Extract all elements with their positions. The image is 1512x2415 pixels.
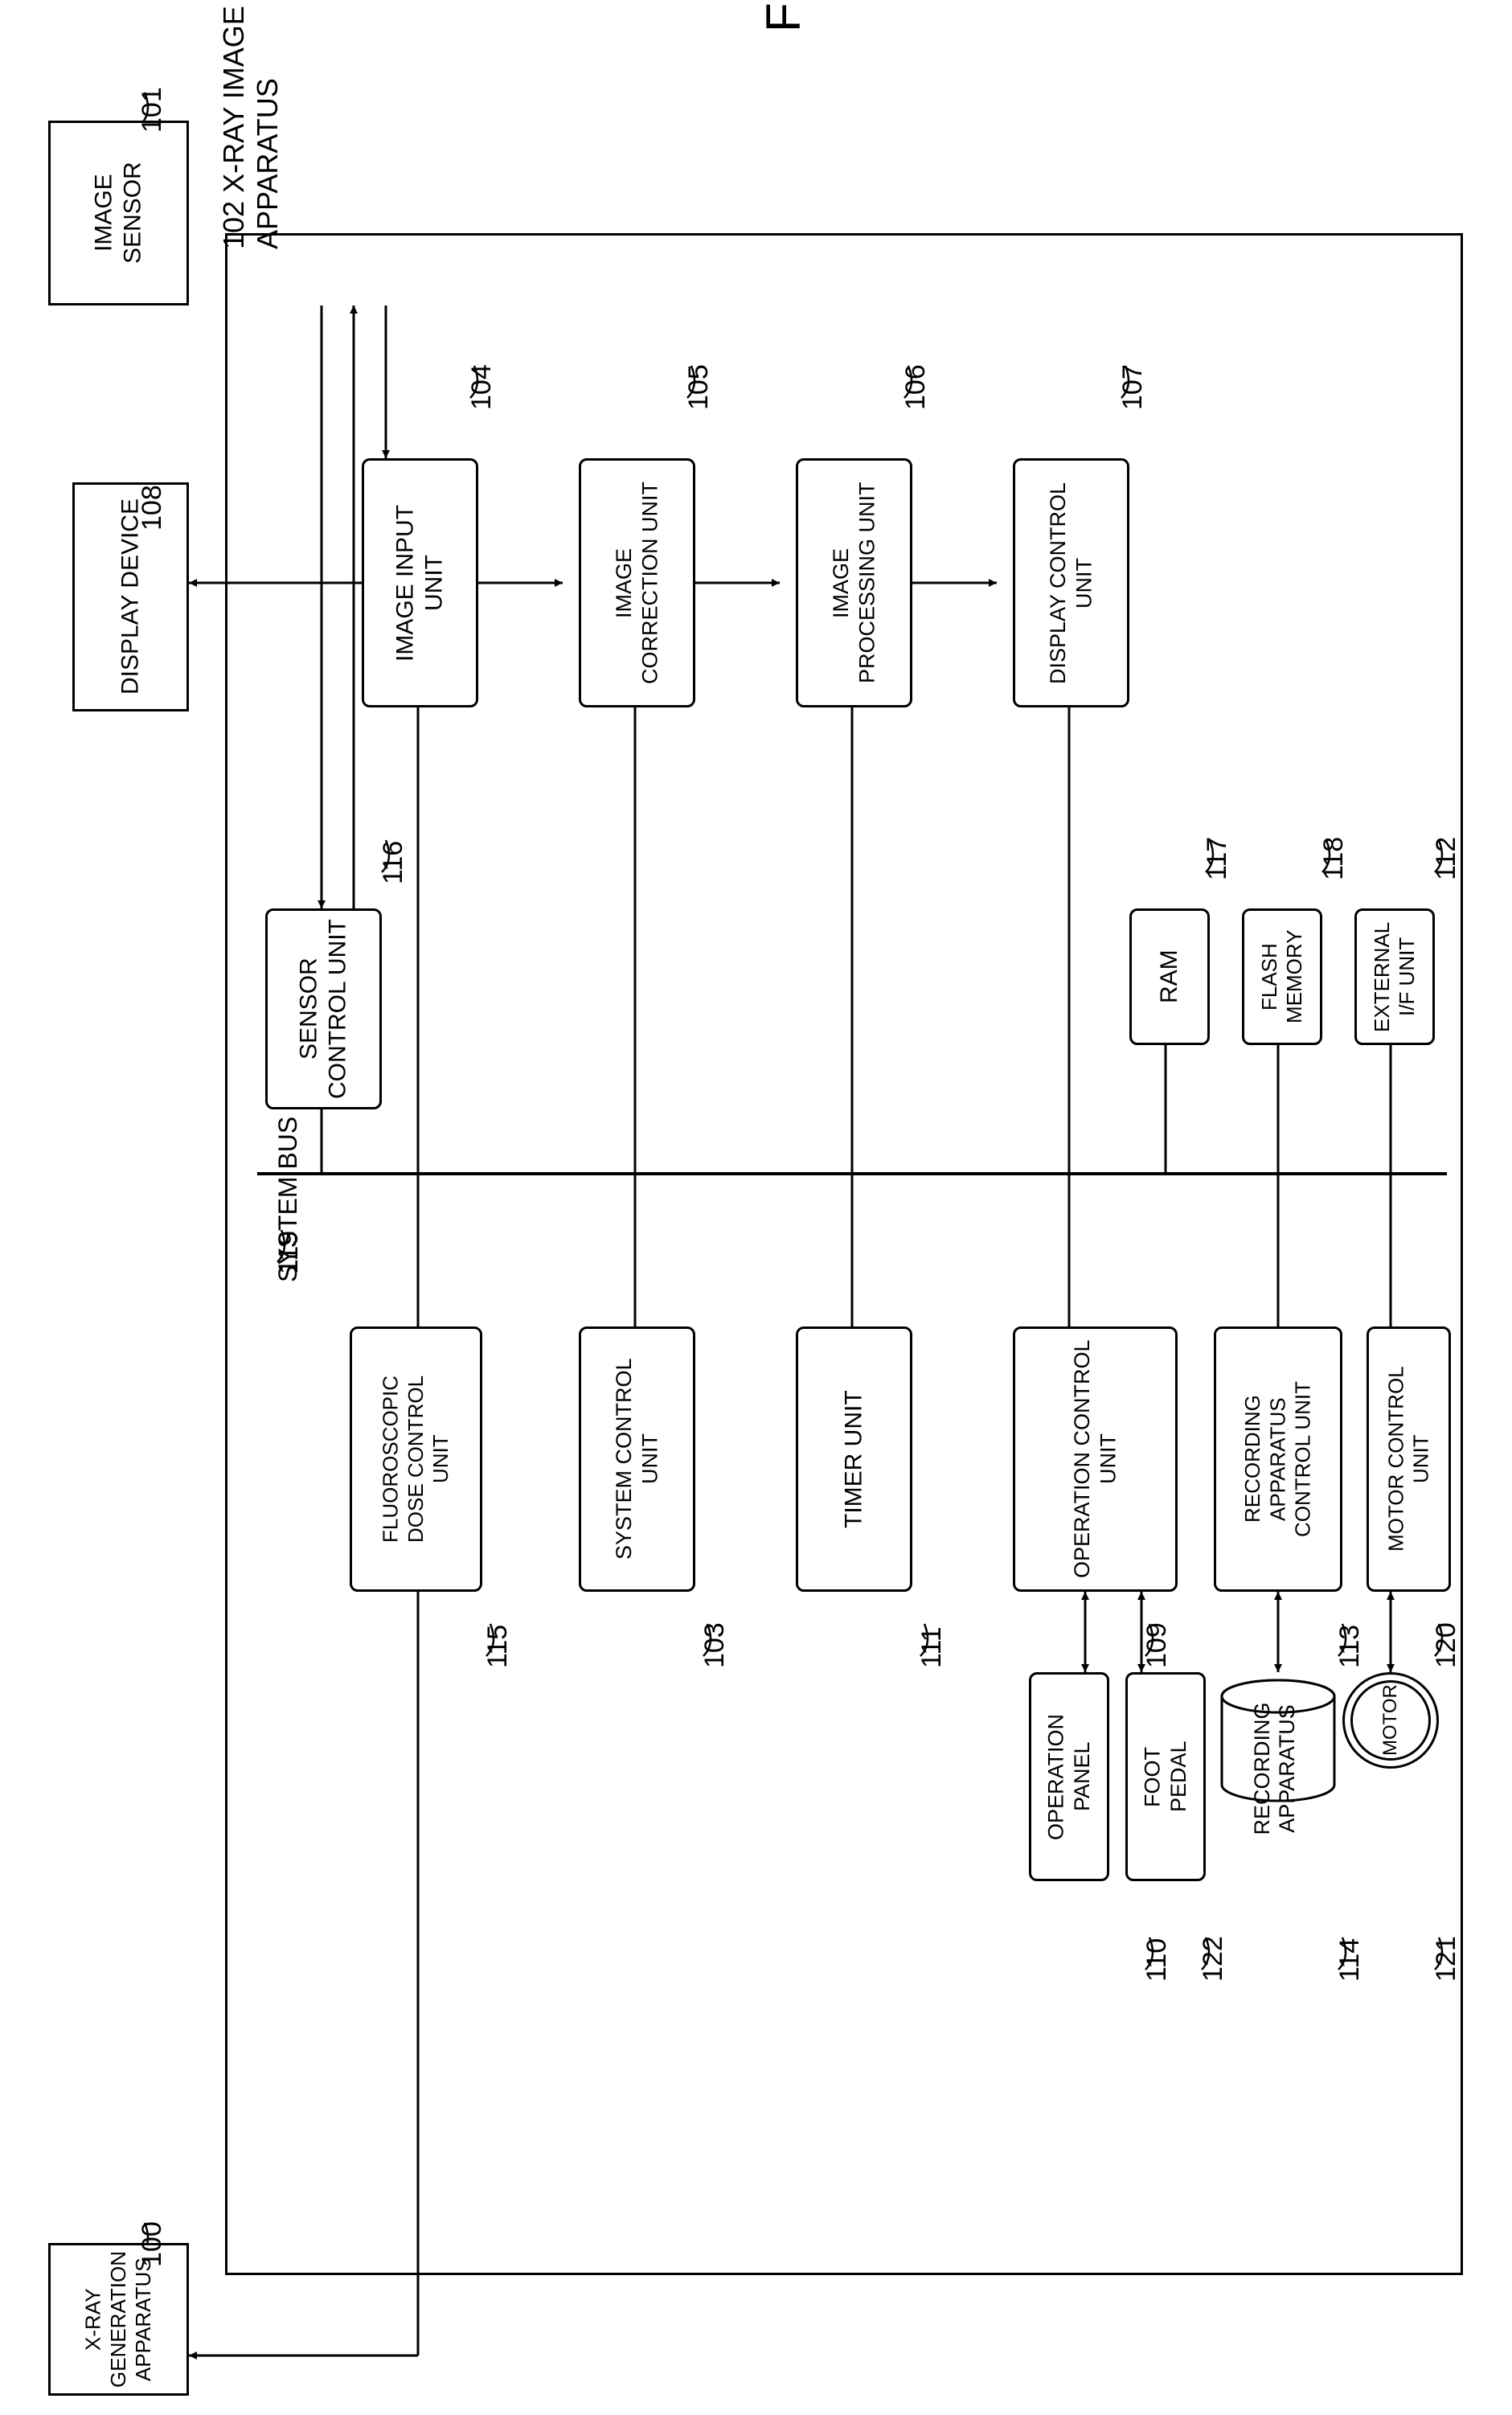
image-input-unit: IMAGE INPUTUNIT bbox=[362, 458, 478, 707]
system-control-unit: SYSTEM CONTROLUNIT bbox=[579, 1326, 695, 1592]
ref-105: 105 bbox=[683, 364, 715, 410]
flash-memory-block: FLASHMEMORY bbox=[1242, 908, 1322, 1045]
recording-apparatus-control-unit: RECORDINGAPPARATUSCONTROL UNIT bbox=[1214, 1326, 1342, 1592]
diagram-canvas: FIG. 1 102 X-RAY IMAGE PROCESSING APPARA… bbox=[0, 0, 1512, 2415]
figure-title: FIG. 1 bbox=[756, 0, 811, 32]
ram-block: RAM bbox=[1129, 908, 1210, 1045]
ref-106: 106 bbox=[900, 364, 932, 410]
image-sensor-block: IMAGESENSOR bbox=[48, 121, 189, 305]
ref-113: 113 bbox=[1334, 1625, 1366, 1668]
apparatus-label: 102 X-RAY IMAGE PROCESSING APPARATUS bbox=[217, 0, 285, 249]
operation-control-unit: OPERATION CONTROLUNIT bbox=[1013, 1326, 1178, 1592]
operation-panel-block: OPERATIONPANEL bbox=[1029, 1672, 1109, 1881]
ref-107: 107 bbox=[1117, 364, 1149, 410]
recording-apparatus-label: RECORDINGAPPARATUS bbox=[1250, 1680, 1300, 1857]
foot-pedal-block: FOOTPEDAL bbox=[1125, 1672, 1206, 1881]
motor-control-unit: MOTOR CONTROLUNIT bbox=[1367, 1326, 1451, 1592]
ref-100: 100 bbox=[137, 2221, 168, 2267]
ref-103: 103 bbox=[699, 1622, 731, 1668]
display-device-block: DISPLAY DEVICE bbox=[72, 482, 189, 711]
ref-111: 111 bbox=[916, 1626, 948, 1668]
ref-101: 101 bbox=[137, 87, 168, 133]
ref-115: 115 bbox=[482, 1625, 514, 1668]
ref-119: 119 bbox=[273, 1231, 305, 1274]
ref-116: 116 bbox=[378, 841, 409, 884]
external-if-block: EXTERNALI/F UNIT bbox=[1354, 908, 1435, 1045]
motor-block: MOTOR bbox=[1350, 1680, 1431, 1761]
ref-112: 112 bbox=[1431, 837, 1462, 880]
ref-122: 122 bbox=[1198, 1936, 1229, 1982]
image-correction-unit: IMAGECORRECTION UNIT bbox=[579, 458, 695, 707]
fluoro-dose-control-unit: FLUOROSCOPICDOSE CONTROLUNIT bbox=[350, 1326, 482, 1592]
ref-118: 118 bbox=[1318, 837, 1350, 880]
display-control-unit: DISPLAY CONTROLUNIT bbox=[1013, 458, 1129, 707]
ref-114: 114 bbox=[1334, 1938, 1366, 1982]
ref-110: 110 bbox=[1141, 1938, 1173, 1982]
ref-109: 109 bbox=[1141, 1622, 1173, 1668]
ref-104: 104 bbox=[466, 364, 498, 410]
timer-unit: TIMER UNIT bbox=[796, 1326, 912, 1592]
ref-120: 120 bbox=[1431, 1622, 1462, 1668]
ref-121: 121 bbox=[1431, 1936, 1462, 1982]
image-processing-unit: IMAGEPROCESSING UNIT bbox=[796, 458, 912, 707]
ref-108: 108 bbox=[137, 485, 168, 531]
sensor-control-unit: SENSORCONTROL UNIT bbox=[265, 908, 382, 1109]
ref-117: 117 bbox=[1202, 837, 1233, 880]
